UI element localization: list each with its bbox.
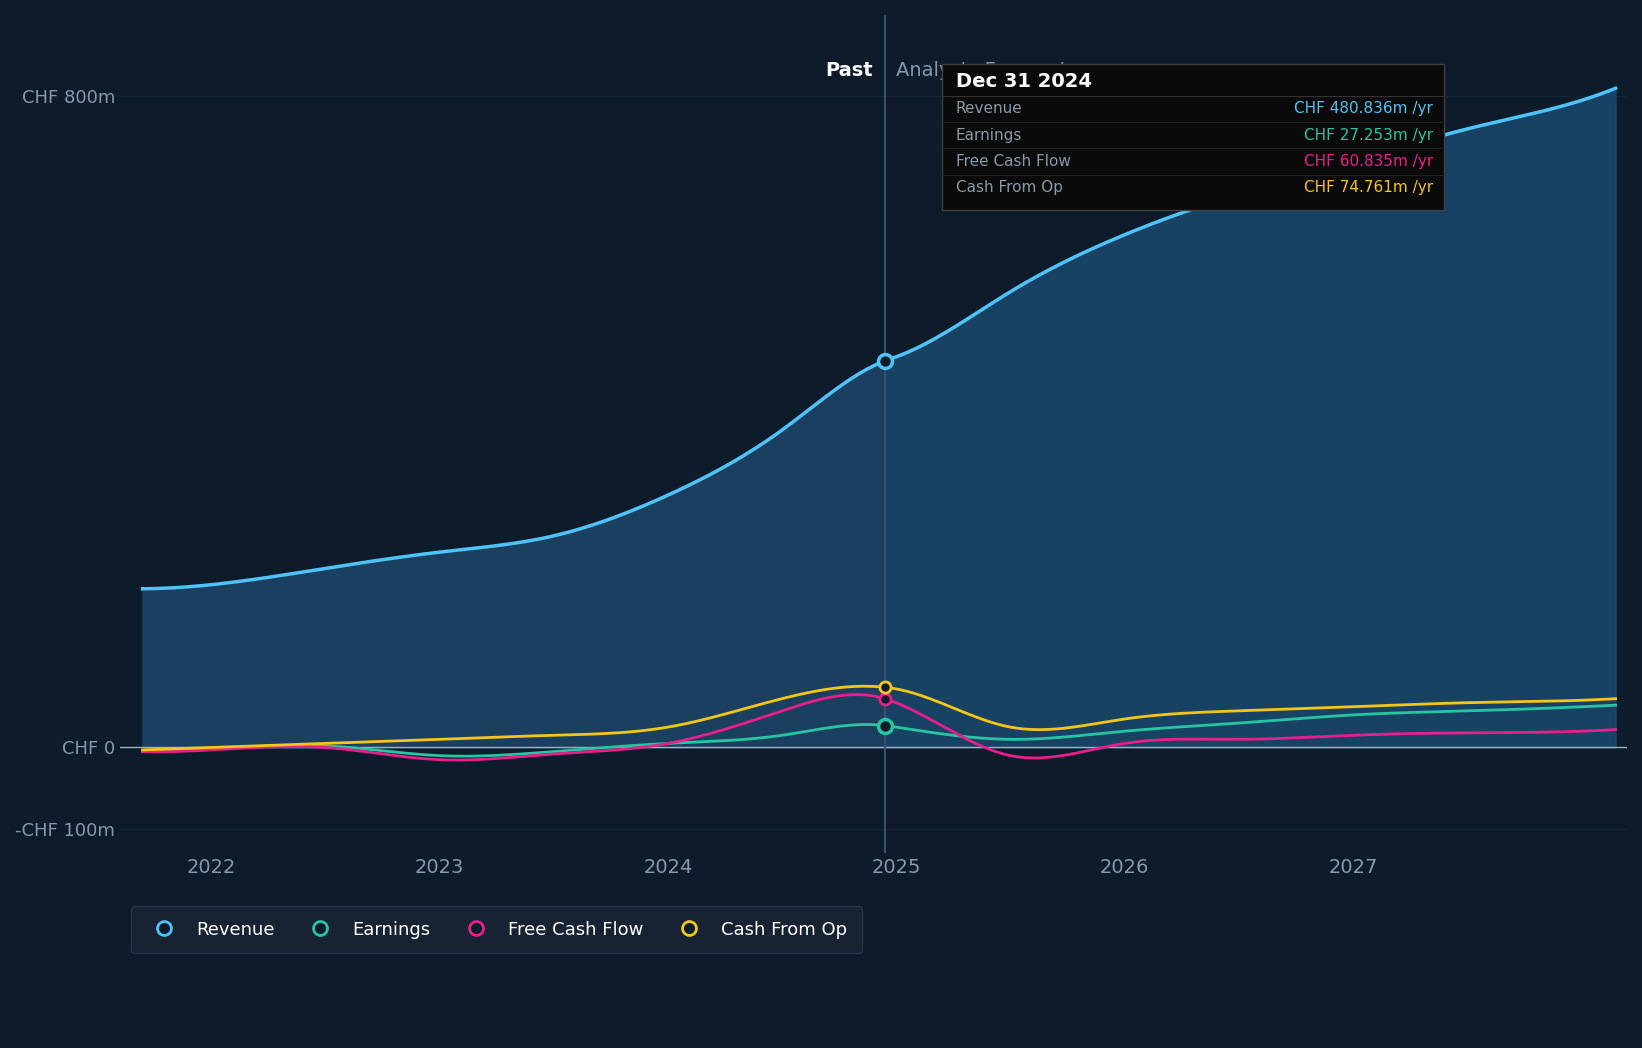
FancyBboxPatch shape [943, 64, 1445, 211]
Text: CHF 480.836m /yr: CHF 480.836m /yr [1294, 101, 1433, 116]
Text: Dec 31 2024: Dec 31 2024 [956, 71, 1092, 90]
Text: Earnings: Earnings [956, 128, 1021, 143]
Text: Free Cash Flow: Free Cash Flow [956, 154, 1071, 169]
Legend: Revenue, Earnings, Free Cash Flow, Cash From Op: Revenue, Earnings, Free Cash Flow, Cash … [131, 907, 862, 954]
Text: CHF 74.761m /yr: CHF 74.761m /yr [1304, 180, 1433, 195]
Text: CHF 27.253m /yr: CHF 27.253m /yr [1304, 128, 1433, 143]
Text: Revenue: Revenue [956, 101, 1023, 116]
Text: CHF 60.835m /yr: CHF 60.835m /yr [1304, 154, 1433, 169]
Text: Analysts Forecasts: Analysts Forecasts [897, 61, 1077, 80]
Text: Cash From Op: Cash From Op [956, 180, 1062, 195]
Text: Past: Past [826, 61, 874, 80]
